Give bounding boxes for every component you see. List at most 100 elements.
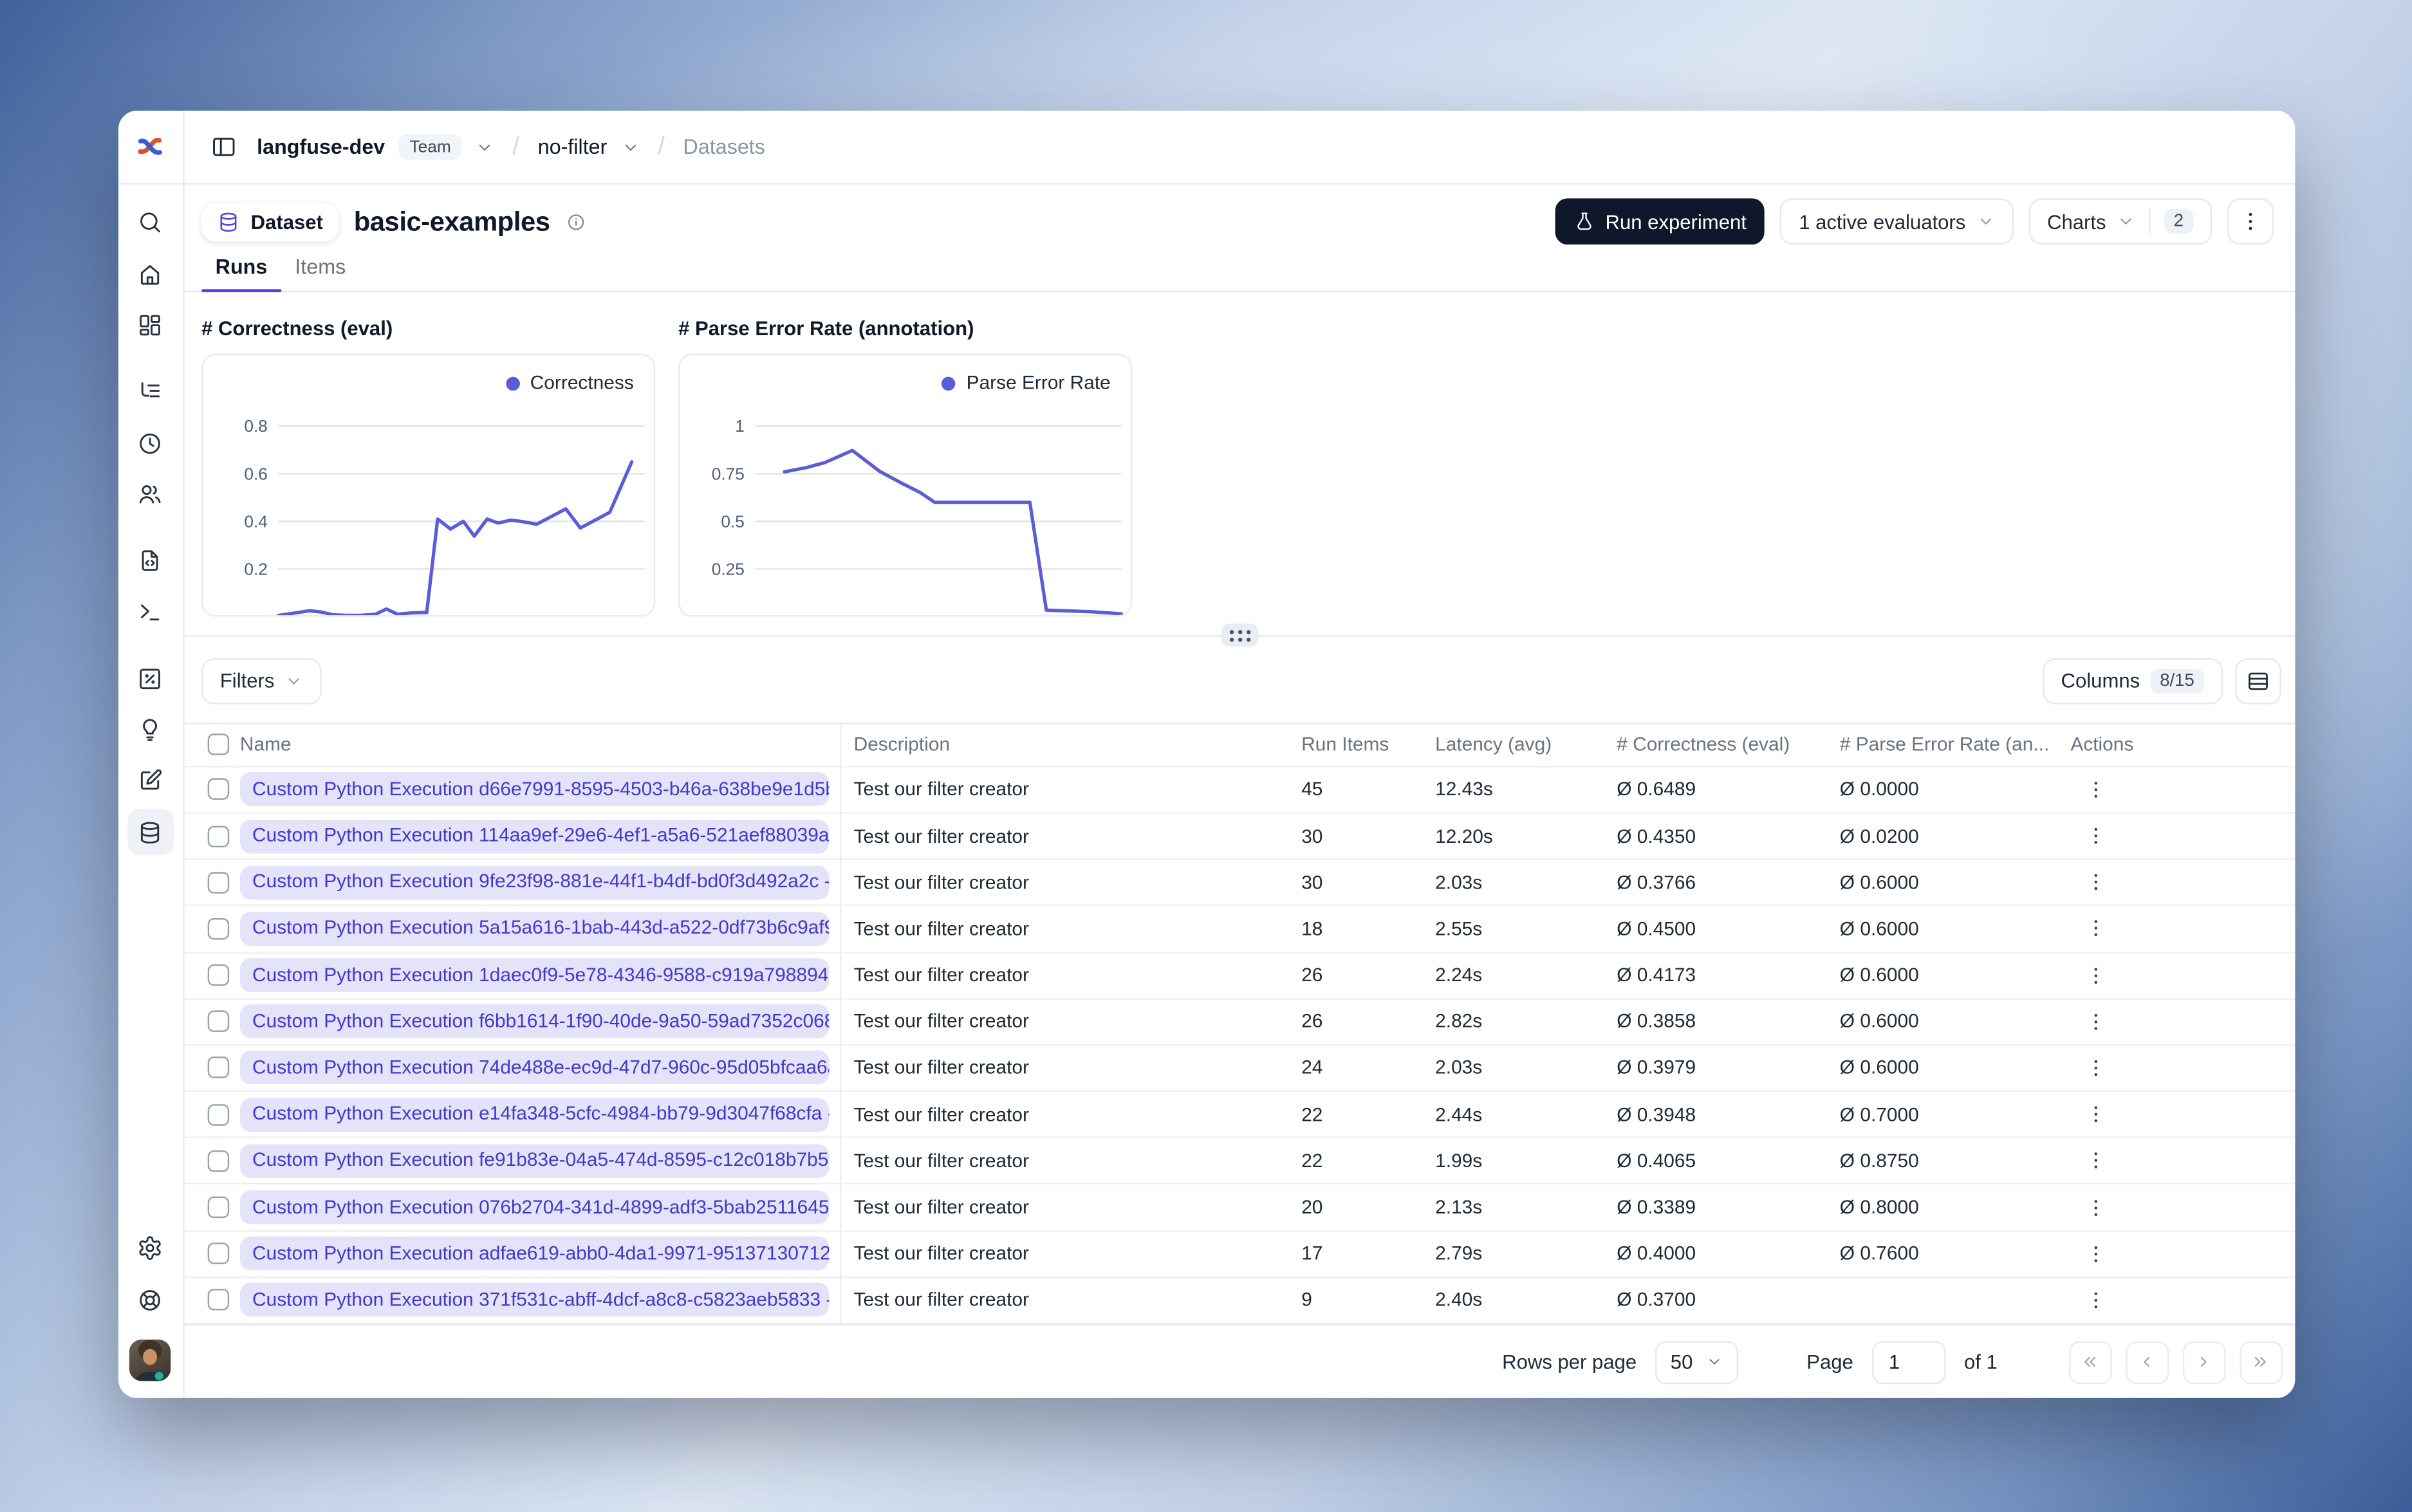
run-name-link[interactable]: Custom Python Execution d66e7991-8595-45… (239, 772, 830, 807)
column-header-run-items[interactable]: Run Items (1301, 733, 1389, 756)
row-checkbox[interactable] (207, 1103, 228, 1125)
info-icon[interactable] (566, 212, 586, 232)
first-page-button[interactable] (2068, 1340, 2111, 1384)
chevron-right-icon (2194, 1352, 2214, 1372)
run-name-link[interactable]: Custom Python Execution adfae619-abb0-4d… (239, 1237, 830, 1271)
row-actions-button[interactable] (2077, 1003, 2113, 1040)
run-name-link[interactable]: Custom Python Execution f6bb1614-1f90-40… (239, 1004, 830, 1039)
user-avatar[interactable] (129, 1339, 171, 1381)
active-evaluators-button[interactable]: 1 active evaluators (1780, 198, 2014, 245)
sidebar-nav (127, 185, 174, 858)
column-header-description[interactable]: Description (853, 733, 951, 756)
row-checkbox[interactable] (207, 1242, 228, 1265)
run-name-link[interactable]: Custom Python Execution 74de488e-ec9d-47… (239, 1051, 830, 1085)
column-header-actions[interactable]: Actions (2070, 733, 2134, 756)
column-header-latency-avg[interactable]: Latency (avg) (1435, 733, 1552, 756)
tab-items[interactable]: Items (295, 255, 346, 279)
row-height-button[interactable] (2234, 658, 2281, 705)
page-input[interactable] (1871, 1340, 1946, 1384)
kebab-icon (2084, 1242, 2107, 1266)
sidebar-item-search[interactable] (127, 199, 174, 246)
run-name-link[interactable]: Custom Python Execution fe91b83e-04a5-47… (239, 1144, 830, 1178)
sidebar-item-playground[interactable] (127, 589, 174, 635)
cell-run-items: 17 (1301, 1242, 1323, 1265)
column-header-name[interactable]: Name (234, 724, 842, 766)
svg-text:1: 1 (735, 416, 745, 436)
run-name-link[interactable]: Custom Python Execution 371f531c-abff-4d… (239, 1283, 830, 1318)
more-actions-button[interactable] (2226, 198, 2273, 245)
cell-description: Test our filter creator (853, 917, 1029, 940)
row-checkbox[interactable] (207, 917, 228, 940)
row-actions-button[interactable] (2077, 1235, 2113, 1272)
charts-button[interactable]: Charts 2 (2028, 198, 2212, 245)
sidebar-item-tracing[interactable] (127, 369, 174, 415)
sidebar-item-users[interactable] (127, 471, 174, 517)
kebab-icon (2084, 778, 2107, 801)
breadcrumb-project[interactable]: no-filter (537, 135, 608, 159)
row-checkbox[interactable] (207, 1057, 228, 1079)
next-page-button[interactable] (2182, 1340, 2225, 1384)
grip-dots-icon (1228, 628, 1251, 643)
breadcrumb-section[interactable]: Datasets (683, 135, 765, 159)
breadcrumb-org[interactable]: langfuse-dev (257, 135, 385, 159)
svg-text:0.8: 0.8 (244, 416, 268, 436)
row-actions-button[interactable] (2077, 864, 2113, 901)
rows-per-page-select[interactable]: 50 (1655, 1340, 1739, 1384)
run-name-link[interactable]: Custom Python Execution e14fa348-5cfc-49… (239, 1097, 830, 1132)
row-actions-button[interactable] (2077, 957, 2113, 993)
column-header-parse-error-rate-an[interactable]: # Parse Error Rate (an... (1839, 733, 2050, 756)
cell-description: Test our filter creator (853, 871, 1029, 894)
sidebar-item-datasets[interactable] (127, 809, 174, 856)
row-checkbox[interactable] (207, 1011, 228, 1033)
row-actions-button[interactable] (2077, 818, 2113, 854)
run-name-link[interactable]: Custom Python Execution 1daec0f9-5e78-43… (239, 958, 830, 992)
columns-button[interactable]: Columns 8/15 (2042, 658, 2222, 705)
sidebar-item-annotation[interactable] (127, 758, 174, 804)
prev-page-button[interactable] (2125, 1340, 2169, 1384)
row-checkbox[interactable] (207, 1196, 228, 1219)
column-header-correctness-eval[interactable]: # Correctness (eval) (1617, 733, 1790, 756)
row-actions-button[interactable] (2077, 1189, 2113, 1226)
row-actions-button[interactable] (2077, 1282, 2113, 1318)
legend-label: Parse Error Rate (966, 372, 1111, 394)
chevron-down-icon[interactable] (476, 138, 494, 156)
table-header-row: Name Description Run Items Latency (avg) # C… (184, 722, 2295, 768)
row-actions-button[interactable] (2077, 1143, 2113, 1179)
cell-correctness: Ø 0.4065 (1617, 1150, 1696, 1172)
last-page-button[interactable] (2239, 1340, 2283, 1384)
sidebar-item-settings[interactable] (127, 1226, 174, 1272)
run-experiment-button[interactable]: Run experiment (1554, 198, 1765, 245)
run-name-link[interactable]: Custom Python Execution 076b2704-341d-48… (239, 1190, 830, 1224)
sidebar-item-evaluation[interactable] (127, 706, 174, 753)
chart-block: # Correctness (eval) 0.2 0.4 0.6 0.8 Correctn… (201, 317, 656, 617)
run-name-link[interactable]: Custom Python Execution 5a15a616-1bab-44… (239, 912, 830, 946)
sidebar-item-sessions[interactable] (127, 420, 174, 466)
row-actions-button[interactable] (2077, 771, 2113, 807)
row-checkbox[interactable] (207, 1289, 228, 1311)
run-name-link[interactable]: Custom Python Execution 114aa9ef-29e6-4e… (239, 818, 830, 853)
chevron-down-icon[interactable] (621, 138, 640, 156)
row-actions-button[interactable] (2077, 910, 2113, 947)
sidebar-item-scores[interactable] (127, 656, 174, 702)
row-actions-button[interactable] (2077, 1096, 2113, 1132)
sidebar-item-support[interactable] (127, 1277, 174, 1323)
sidebar-item-prompts[interactable] (127, 538, 174, 584)
select-all-checkbox[interactable] (207, 733, 228, 756)
run-name-link[interactable]: Custom Python Execution 9fe23f98-881e-44… (239, 865, 830, 899)
row-checkbox[interactable] (207, 964, 228, 986)
cell-run-items: 18 (1301, 917, 1323, 940)
row-actions-button[interactable] (2077, 1049, 2113, 1086)
tab-runs[interactable]: Runs (201, 255, 281, 293)
tabs: Runs Items (184, 255, 2295, 293)
sidebar-item-home[interactable] (127, 251, 174, 297)
sidebar-item-dashboards[interactable] (127, 302, 174, 349)
row-checkbox[interactable] (207, 825, 228, 847)
row-checkbox[interactable] (207, 871, 228, 894)
row-checkbox[interactable] (207, 1150, 228, 1172)
resize-handle[interactable] (1221, 624, 1258, 648)
filters-button[interactable]: Filters (201, 658, 322, 705)
row-checkbox[interactable] (207, 779, 228, 800)
sidebar-toggle-button[interactable] (203, 127, 243, 167)
cell-run-items: 20 (1301, 1196, 1323, 1219)
flask-icon (1573, 210, 1594, 232)
